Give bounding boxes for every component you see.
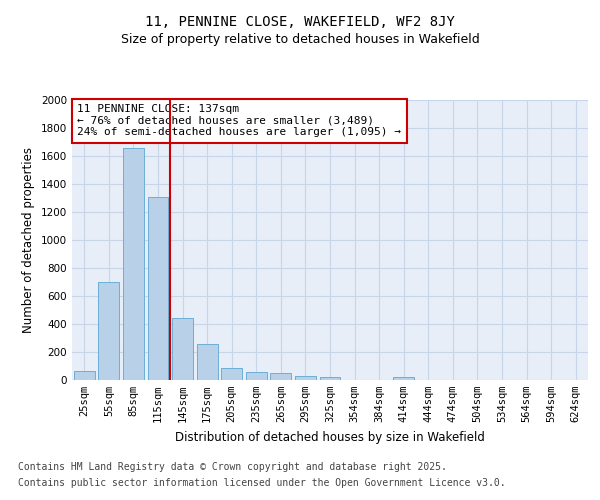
Bar — [246, 372, 267, 380]
Bar — [172, 318, 193, 380]
Bar — [271, 373, 292, 380]
Text: Size of property relative to detached houses in Wakefield: Size of property relative to detached ho… — [121, 32, 479, 46]
X-axis label: Distribution of detached houses by size in Wakefield: Distribution of detached houses by size … — [175, 430, 485, 444]
Bar — [148, 196, 169, 380]
Text: 11 PENNINE CLOSE: 137sqm
← 76% of detached houses are smaller (3,489)
24% of sem: 11 PENNINE CLOSE: 137sqm ← 76% of detach… — [77, 104, 401, 138]
Text: 11, PENNINE CLOSE, WAKEFIELD, WF2 8JY: 11, PENNINE CLOSE, WAKEFIELD, WF2 8JY — [145, 15, 455, 29]
Bar — [221, 368, 242, 380]
Bar — [98, 282, 119, 380]
Bar — [393, 378, 414, 380]
Bar — [197, 344, 218, 380]
Y-axis label: Number of detached properties: Number of detached properties — [22, 147, 35, 333]
Text: Contains HM Land Registry data © Crown copyright and database right 2025.: Contains HM Land Registry data © Crown c… — [18, 462, 447, 472]
Bar — [74, 371, 95, 380]
Bar — [295, 376, 316, 380]
Bar — [123, 148, 144, 380]
Bar — [320, 376, 340, 380]
Text: Contains public sector information licensed under the Open Government Licence v3: Contains public sector information licen… — [18, 478, 506, 488]
